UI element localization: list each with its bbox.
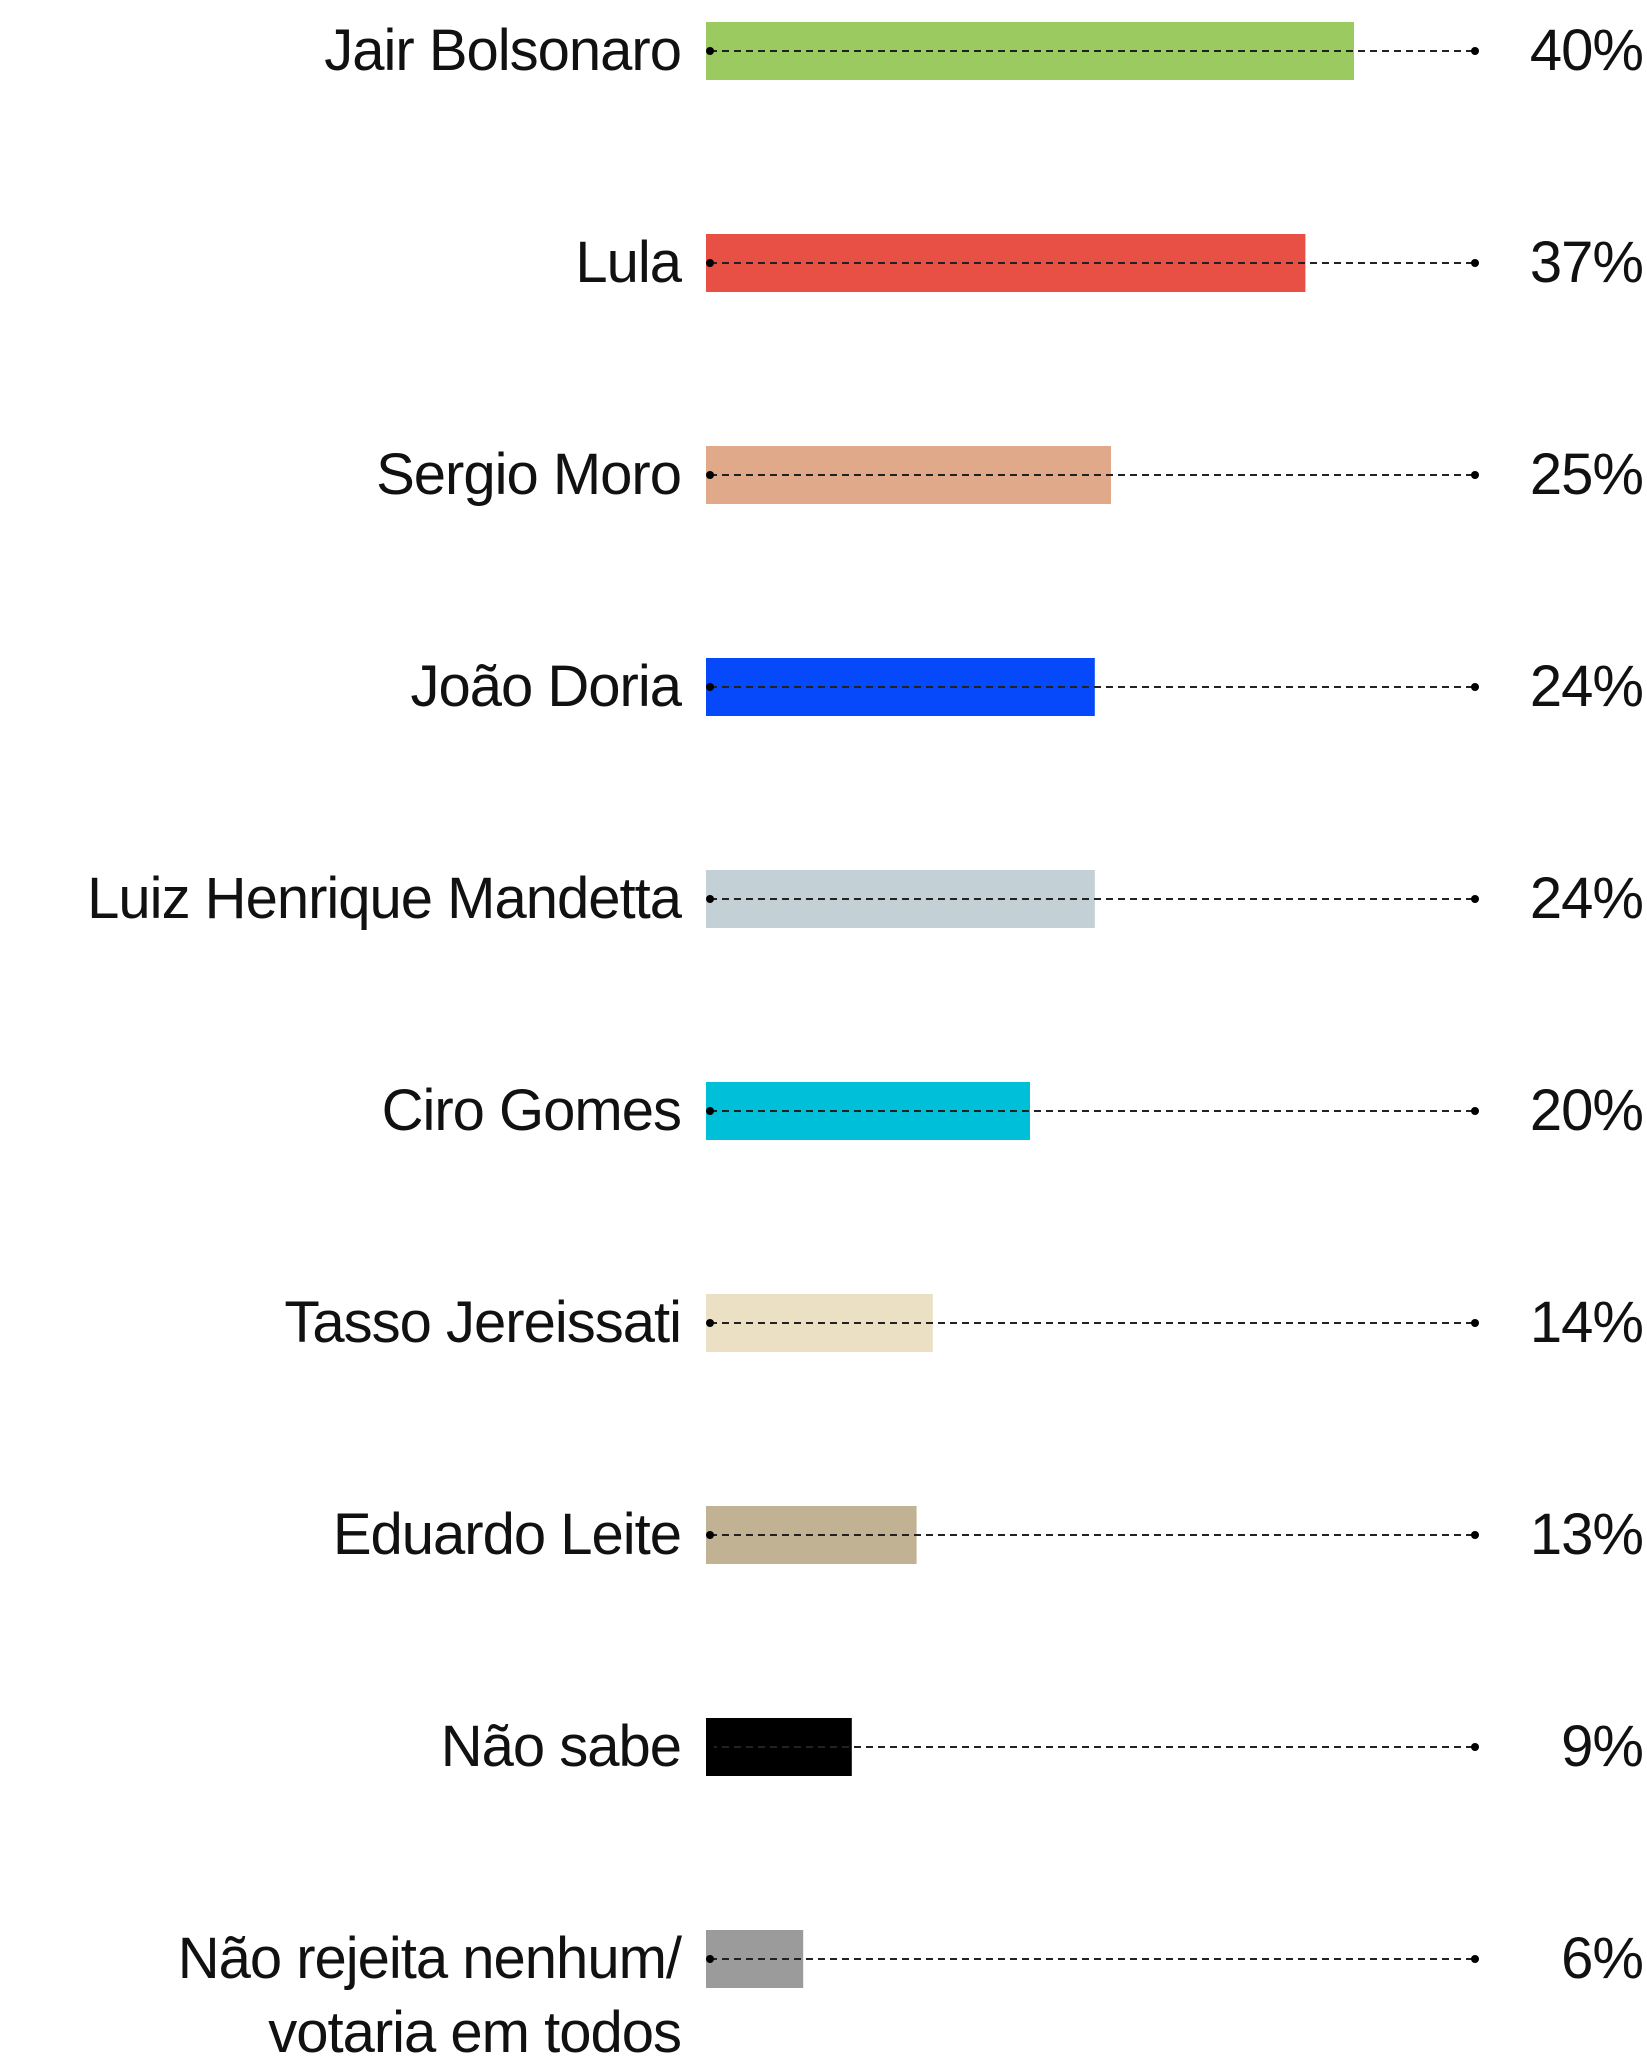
value-label: 20% <box>1529 1078 1644 1143</box>
category-label: Lula <box>575 230 682 295</box>
category-label: João Doria <box>410 654 682 719</box>
leader-dot <box>1471 471 1479 479</box>
leader-dot <box>706 1319 714 1327</box>
value-label: 6% <box>1561 1926 1644 1991</box>
value-label: 13% <box>1529 1502 1644 1567</box>
category-label: Eduardo Leite <box>332 1502 682 1567</box>
leader-dot <box>1471 1955 1479 1963</box>
leader-dot <box>706 895 714 903</box>
leader-dot <box>1471 895 1479 903</box>
bar <box>706 1718 852 1776</box>
value-label: 14% <box>1529 1290 1644 1355</box>
category-label: Não sabe <box>440 1714 682 1779</box>
category-label: Sergio Moro <box>376 442 682 507</box>
value-label: 9% <box>1561 1714 1644 1779</box>
value-label: 37% <box>1529 230 1644 295</box>
leader-dot <box>1471 259 1479 267</box>
value-label: 24% <box>1529 866 1644 931</box>
bar <box>706 22 1354 80</box>
value-label: 40% <box>1529 18 1644 83</box>
leader-dot <box>706 471 714 479</box>
leader-dot <box>1471 1319 1479 1327</box>
leader-dot <box>1471 1107 1479 1115</box>
leader-dot <box>706 1107 714 1115</box>
leader-dot <box>706 683 714 691</box>
category-label: Tasso Jereissati <box>284 1290 682 1355</box>
value-label: 24% <box>1529 654 1644 719</box>
leader-dot <box>706 1743 714 1751</box>
category-label: Ciro Gomes <box>381 1078 682 1143</box>
leader-dot <box>706 259 714 267</box>
category-label: Luiz Henrique Mandetta <box>87 866 682 931</box>
leader-dot <box>1471 683 1479 691</box>
leader-dot <box>1471 47 1479 55</box>
category-label: Jair Bolsonaro <box>324 18 682 83</box>
leader-dot <box>1471 1743 1479 1751</box>
leader-dot <box>706 47 714 55</box>
category-label: Não rejeita nenhum/ votaria em todos <box>177 1926 682 2065</box>
leader-dot <box>706 1531 714 1539</box>
value-label: 25% <box>1529 442 1644 507</box>
leader-dot <box>706 1955 714 1963</box>
leader-dot <box>1471 1531 1479 1539</box>
